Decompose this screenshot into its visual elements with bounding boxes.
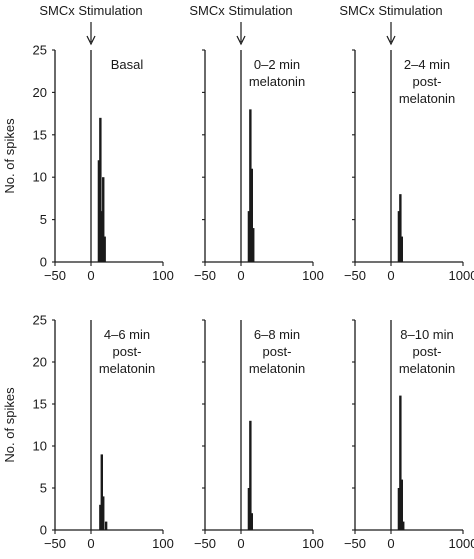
y-tick-label: 0: [40, 523, 47, 538]
x-tick-label: 1000: [449, 536, 474, 551]
histogram-bar: [103, 236, 106, 262]
histogram-bar: [247, 211, 251, 262]
histogram-bar: [249, 109, 252, 262]
x-tick-label: 100: [152, 268, 174, 283]
histogram-bar: [247, 488, 251, 530]
histogram-bar: [399, 395, 402, 530]
y-axis-label: No. of spikes: [2, 387, 17, 463]
stimulation-label: SMCx Stimulation: [39, 3, 142, 18]
down-arrow-icon: [236, 35, 246, 46]
y-tick-label: 20: [33, 355, 47, 370]
x-tick-label: 1000: [449, 268, 474, 283]
stimulation-label: SMCx Stimulation: [339, 3, 442, 18]
y-tick-label: 15: [33, 127, 47, 142]
stimulation-label: SMCx Stimulation: [189, 3, 292, 18]
panel-label: melatonin: [399, 91, 455, 106]
panel-label: 8–10 min: [400, 327, 453, 342]
x-tick-label: 100: [152, 536, 174, 551]
x-tick-label: −50: [44, 536, 66, 551]
panel-label: post-: [263, 344, 292, 359]
histogram-bar: [250, 168, 253, 262]
panel-label: 2–4 min: [404, 57, 450, 72]
panel-label: post-: [413, 74, 442, 89]
y-tick-label: 5: [40, 212, 47, 227]
x-tick-label: 0: [237, 536, 244, 551]
histogram-bar: [99, 504, 102, 530]
panel-label: post-: [113, 344, 142, 359]
y-tick-label: 5: [40, 481, 47, 496]
histogram-bar: [397, 211, 401, 262]
y-tick-label: 10: [33, 170, 47, 185]
histogram-bar: [100, 454, 103, 530]
y-tick-label: 25: [33, 313, 47, 328]
y-axis-label: No. of spikes: [2, 118, 17, 194]
panel-label: 6–8 min: [254, 327, 300, 342]
down-arrow-icon: [86, 35, 96, 46]
x-tick-label: 0: [387, 268, 394, 283]
panel-label: 0–2 min: [254, 57, 300, 72]
x-tick-label: 0: [237, 268, 244, 283]
histogram-bar: [402, 521, 405, 530]
histogram-bar: [250, 513, 253, 530]
histogram-bar: [100, 211, 103, 262]
x-tick-label: −50: [194, 536, 216, 551]
panel-label: melatonin: [249, 74, 305, 89]
x-tick-label: −50: [44, 268, 66, 283]
y-tick-label: 20: [33, 85, 47, 100]
y-tick-label: 10: [33, 439, 47, 454]
histogram-bar: [399, 194, 402, 262]
histogram-bar: [99, 117, 102, 262]
x-tick-label: 100: [302, 268, 324, 283]
histogram-bar: [400, 479, 403, 530]
histogram-bar: [249, 420, 252, 530]
histogram-bar: [104, 521, 108, 530]
y-tick-label: 25: [33, 43, 47, 58]
histogram-bar: [102, 496, 105, 530]
x-tick-label: 100: [302, 536, 324, 551]
x-tick-label: 0: [87, 268, 94, 283]
histogram-bar: [97, 160, 101, 262]
panel-label: melatonin: [399, 361, 455, 376]
y-tick-label: 0: [40, 255, 47, 270]
y-tick-label: 15: [33, 397, 47, 412]
x-tick-label: 0: [87, 536, 94, 551]
histogram-bar: [397, 488, 401, 530]
x-tick-label: −50: [194, 268, 216, 283]
histogram-bar: [400, 236, 403, 262]
panel-label: 4–6 min: [104, 327, 150, 342]
panel-label: melatonin: [99, 361, 155, 376]
x-tick-label: −50: [344, 536, 366, 551]
x-tick-label: −50: [344, 268, 366, 283]
down-arrow-icon: [386, 35, 396, 46]
histogram-bar: [102, 177, 105, 262]
panel-label: Basal: [111, 57, 144, 72]
histogram-bar: [252, 228, 255, 262]
x-tick-label: 0: [387, 536, 394, 551]
panel-label: melatonin: [249, 361, 305, 376]
panel-label: post-: [413, 344, 442, 359]
